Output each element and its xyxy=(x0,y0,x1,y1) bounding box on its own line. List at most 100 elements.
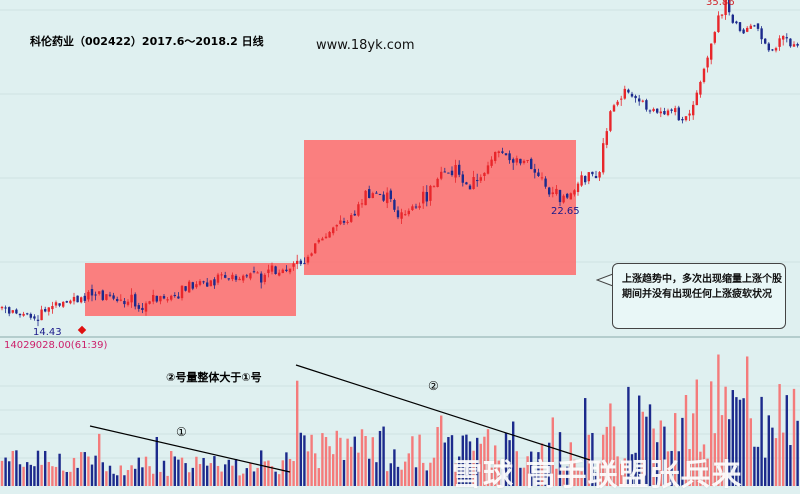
volume-bar xyxy=(530,451,533,486)
volume-bar xyxy=(418,434,421,486)
volume-bar xyxy=(555,468,558,486)
volume-bar xyxy=(702,444,706,486)
volume-bar xyxy=(11,450,14,486)
price-low-label: 14.43 xyxy=(33,327,62,338)
candle-body xyxy=(58,303,61,306)
volume-bar xyxy=(278,474,281,486)
volume-bar xyxy=(324,437,328,486)
volume-bar xyxy=(756,446,760,486)
volume-bar xyxy=(749,418,752,486)
candle-body xyxy=(634,95,637,99)
volume-bar xyxy=(533,473,536,486)
candle-body xyxy=(720,14,724,16)
candle-body xyxy=(98,291,101,294)
candle-body xyxy=(494,151,497,161)
volume-bar xyxy=(771,427,774,486)
volume-bar xyxy=(728,419,731,486)
candle-body xyxy=(537,172,540,176)
candle-body xyxy=(576,183,580,193)
candle-body xyxy=(774,48,778,51)
candle-body xyxy=(292,263,295,267)
candle-body xyxy=(713,32,716,43)
candle-body xyxy=(65,301,68,303)
volume-bar xyxy=(227,459,230,486)
volume-bar xyxy=(108,465,112,486)
candle-body xyxy=(587,172,590,182)
candle-body xyxy=(69,300,72,304)
volume-bar xyxy=(792,388,796,486)
volume-bar xyxy=(141,467,144,486)
candle-body xyxy=(220,274,223,276)
candle-body xyxy=(389,190,392,200)
volume-bar xyxy=(292,461,295,486)
volume-bar xyxy=(306,451,310,486)
candle-body xyxy=(515,158,518,163)
volume-bar xyxy=(296,380,299,486)
candle-body xyxy=(260,273,263,283)
candle-body xyxy=(432,186,436,188)
volume-bar xyxy=(504,432,508,486)
candle-body xyxy=(566,193,569,198)
volume-bar xyxy=(666,451,670,486)
candle-body xyxy=(173,294,176,296)
volume-bar xyxy=(144,456,148,486)
volume-bar xyxy=(724,386,727,486)
volume-bar xyxy=(562,467,565,486)
candle-body xyxy=(407,210,410,215)
candle-body xyxy=(443,171,446,173)
candle-body xyxy=(332,227,335,234)
volume-bar xyxy=(249,462,252,486)
volume-bar xyxy=(497,460,500,486)
candle-body xyxy=(350,215,353,222)
volume-bar xyxy=(152,473,155,486)
candle-body xyxy=(429,185,432,201)
volume-bar xyxy=(339,437,342,486)
volume-bar xyxy=(245,468,248,486)
volume-bar xyxy=(76,467,79,486)
candle-body xyxy=(119,299,122,301)
candle-body xyxy=(450,170,454,176)
volume-bar xyxy=(33,466,36,486)
candle-body xyxy=(526,159,529,161)
volume-bar xyxy=(404,461,407,486)
candle-body xyxy=(162,296,166,299)
volume-bar xyxy=(602,434,605,486)
volume-bar xyxy=(274,471,277,486)
candle-body xyxy=(108,294,112,296)
volume-bar xyxy=(490,467,493,486)
volume-bar xyxy=(494,445,497,486)
candle-body xyxy=(425,192,428,202)
candle-body xyxy=(623,88,626,99)
volume-bar xyxy=(767,415,770,486)
candle-body xyxy=(454,165,457,178)
candle-body xyxy=(303,263,306,265)
volume-bar xyxy=(18,464,22,486)
volume-bar xyxy=(591,432,594,486)
candle-body xyxy=(738,22,742,31)
candle-body xyxy=(299,260,302,265)
candle-body xyxy=(630,93,634,97)
volume-bar xyxy=(699,451,702,486)
candle-body xyxy=(418,205,421,208)
circle-1-marker: ① xyxy=(176,425,187,439)
candle-body xyxy=(609,111,612,131)
candle-body xyxy=(598,172,601,178)
candle-body xyxy=(396,210,400,218)
volume-bar xyxy=(101,462,104,486)
candle-body xyxy=(368,189,371,198)
candle-body xyxy=(339,220,342,225)
volume-bar xyxy=(764,457,767,486)
candle-body xyxy=(29,313,32,318)
volume-bar xyxy=(375,462,378,486)
candle-body xyxy=(375,192,378,194)
volume-bar xyxy=(8,461,11,486)
volume-bar xyxy=(4,457,7,486)
candle-body xyxy=(670,109,673,111)
candle-body xyxy=(688,113,691,116)
candle-body xyxy=(263,274,266,282)
candle-body xyxy=(580,175,583,186)
volume-bar xyxy=(436,427,439,486)
volume-bar xyxy=(368,458,371,486)
volume-bar xyxy=(256,467,259,486)
candle-body xyxy=(62,301,65,307)
